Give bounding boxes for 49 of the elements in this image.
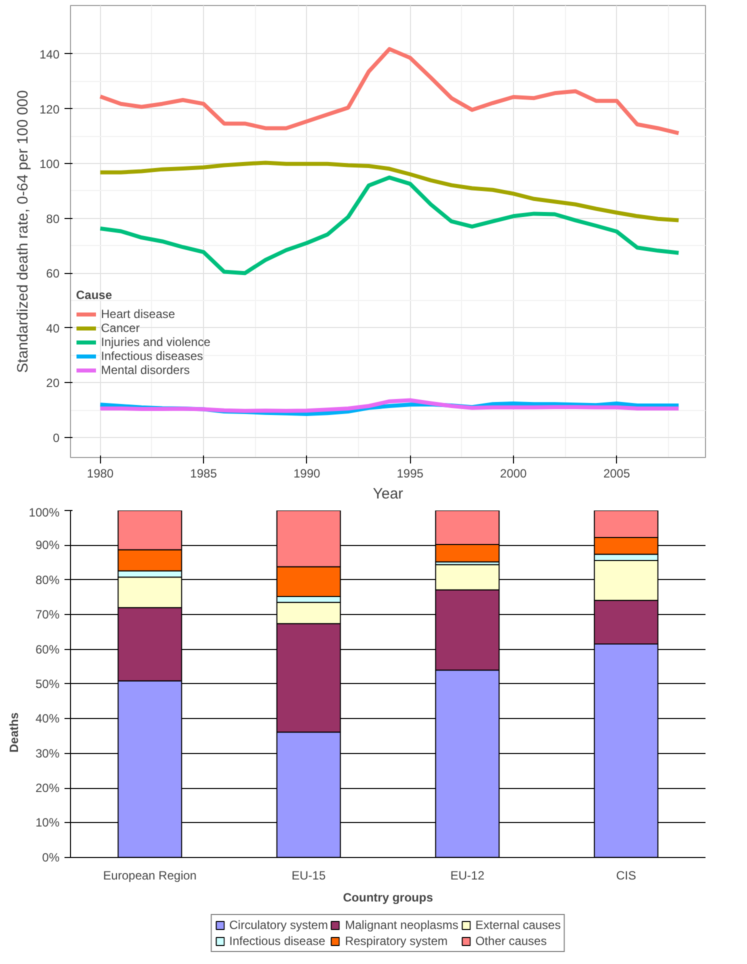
legend-label: Cancer [101,321,140,335]
y-axis-title: Deaths [6,712,21,753]
x-tick-label: CIS [616,868,636,882]
x-tick-label: EU-15 [292,868,326,882]
y-tick-label: 10% [35,816,60,830]
y-tick-label: 60 [46,266,60,281]
x-axis-title: Country groups [343,890,434,904]
y-tick-label: 90% [35,538,60,552]
x-tick-label: 1995 [396,466,424,480]
y-tick-label: 80 [46,212,60,226]
legend-label: Infectious disease [229,934,326,948]
legend-label: Respiratory system [344,934,448,948]
line-series [98,47,681,136]
x-tick-label: 1990 [293,466,320,480]
y-tick-label: 80% [35,572,60,587]
x-tick-label: 1985 [190,466,218,480]
legend-label: Mental disorders [101,363,190,377]
y-tick-label: 140 [39,47,60,62]
y-tick-label: 120 [39,102,60,116]
legend-label: Heart disease [101,307,176,321]
y-tick-label: 20% [35,781,60,795]
y-tick-label: 50% [35,676,60,691]
y-axis-title: Standardized death rate, 0-64 per 100 000 [14,90,32,373]
legend-label: Infectious diseases [101,349,204,363]
legend-title: Cause [76,288,114,302]
legend-label: Injuries and violence [101,335,210,349]
y-tick-label: 0% [42,850,60,864]
x-tick-label: 2005 [603,466,630,480]
legend-label: Circulatory system [229,918,328,932]
line-series [98,176,681,276]
y-tick-label: 70% [35,608,60,622]
x-tick-label: European Region [103,868,197,882]
x-tick-label: 1980 [86,466,114,480]
y-tick-label: 30% [35,746,60,760]
y-tick-label: 40 [46,321,60,336]
legend-label: Other causes [475,934,547,948]
y-tick-label: 100% [28,506,60,520]
legend-label: Malignant neoplasms [344,918,458,932]
y-tick-label: 100 [39,157,60,172]
y-tick-label: 20 [46,376,60,390]
y-tick-label: 0 [52,431,60,445]
y-tick-label: 60% [35,642,60,656]
legend-label: External causes [475,918,561,932]
x-axis-title: Year [372,486,404,502]
line-series [98,398,681,413]
x-tick-label: EU-12 [450,868,485,882]
x-tick-label: 2000 [500,466,528,480]
y-tick-label: 40% [35,712,60,726]
line-series [98,160,681,222]
